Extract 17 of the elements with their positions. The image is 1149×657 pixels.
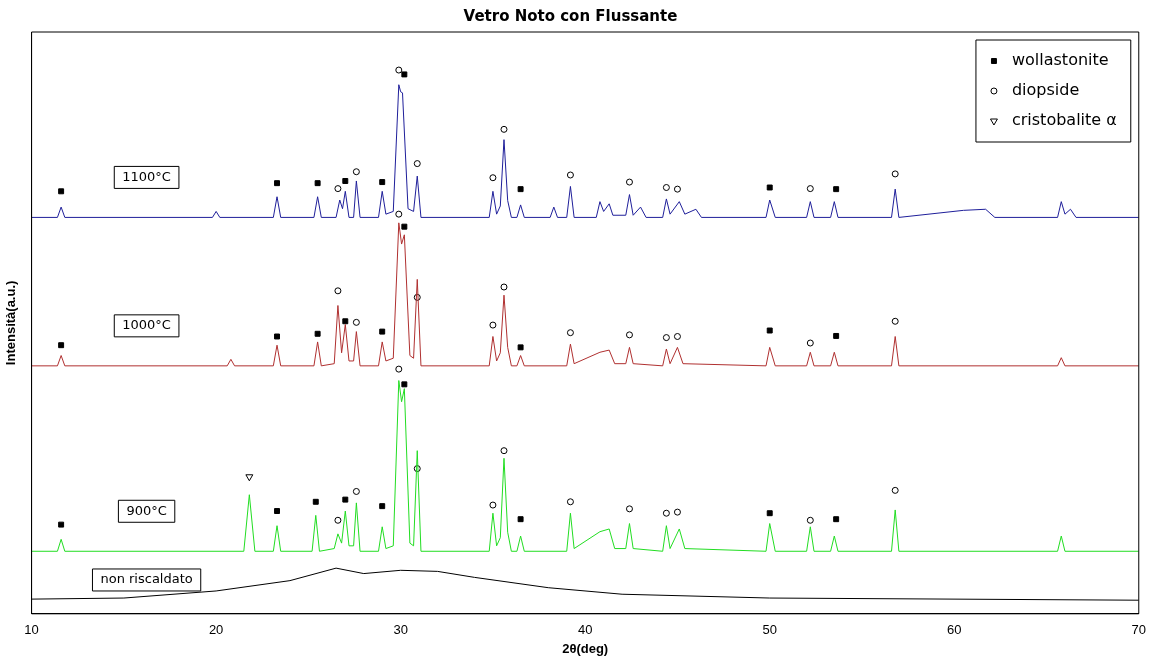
text: 1000°C: [122, 317, 171, 333]
x-tick-label: 40: [577, 622, 593, 638]
text: 1100°C: [122, 168, 171, 184]
legend-label: diopside: [1011, 80, 1080, 100]
series-label: non riscaldato: [100, 571, 193, 587]
x-tick-label: 30: [393, 622, 408, 638]
y-axis-title: Intensità(a.u.): [3, 280, 19, 366]
x-tick-label: 20: [208, 622, 224, 638]
x-tick-label: 60: [947, 622, 962, 638]
chart-title: Vetro Noto con Flussante: [463, 6, 678, 25]
x-tick-label: 10: [24, 622, 39, 638]
text: 900°C: [126, 502, 167, 518]
legend-label: cristobalite α: [1011, 110, 1117, 130]
x-tick-label: 50: [762, 622, 777, 638]
x-axis-title: 2θ(deg): [562, 640, 609, 656]
legend-label: wollastonite: [1011, 50, 1109, 70]
x-tick-label: 70: [1131, 622, 1146, 638]
